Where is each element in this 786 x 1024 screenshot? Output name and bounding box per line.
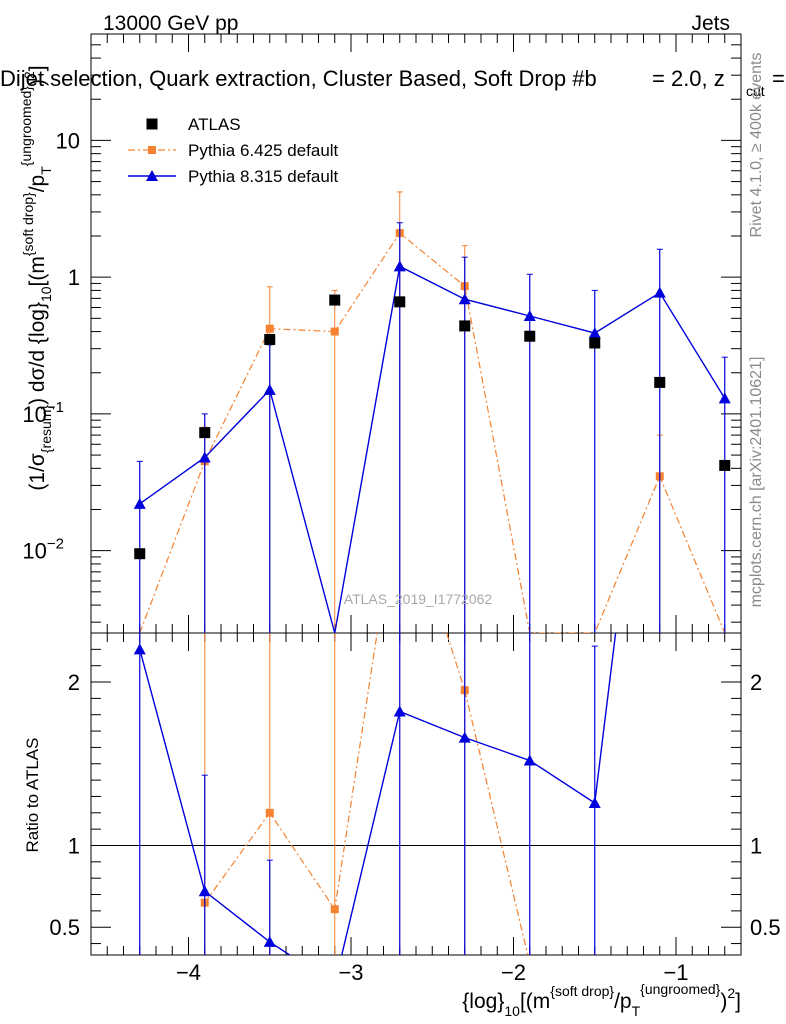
atlas-point [329, 294, 341, 306]
pythia8-ratio-point [458, 731, 471, 743]
x-tick-label: −2 [501, 960, 526, 985]
legend-marker-pythia8 [146, 170, 158, 181]
pythia8-ratio-point [588, 796, 601, 808]
legend-marker-atlas [146, 118, 158, 130]
plot-title: Dijet selection, Quark extraction, Clust… [0, 66, 597, 91]
legend-label-pythia6: Pythia 6.425 default [188, 141, 339, 160]
y-axis-label: (1/σ{resum}) dσ/d {log}10[(m{soft drop}/… [18, 65, 54, 490]
pythia8-point [653, 286, 666, 298]
pythia8-ratio-point [198, 885, 211, 897]
side-text-mcplots: mcplots.cern.ch [arXiv:2401.10621] [748, 357, 765, 608]
y-tick-label: 10−1 [22, 399, 64, 427]
ratio-y-axis-label: Ratio to ATLAS [23, 738, 42, 853]
atlas-point [719, 459, 731, 471]
atlas-point [589, 337, 601, 349]
atlas-point [394, 296, 406, 308]
pythia8-ratio-point [523, 754, 536, 766]
ratio-tick-label-right: 2 [750, 670, 762, 695]
plot-title-sub: cut [746, 83, 765, 99]
watermark: ATLAS_2019_I1772062 [344, 591, 493, 607]
ratio-tick-label-right: 0.5 [750, 915, 781, 940]
ratio-series-group [133, 633, 617, 955]
legend-label-pythia8: Pythia 8.315 default [188, 167, 339, 186]
ratio-tick-label-right: 1 [750, 833, 762, 858]
pythia6-point [330, 327, 339, 336]
atlas-point [199, 427, 211, 439]
pythia8-point [263, 383, 276, 395]
pythia6-ratio-line [204, 633, 529, 955]
ratio-tick-label: 0.5 [49, 915, 80, 940]
pythia6-ratio-point [265, 808, 274, 817]
plot-title-suffix: = 2.0, z [652, 66, 725, 91]
legend-marker-pythia6 [148, 146, 156, 154]
ratio-tick-label: 1 [68, 833, 80, 858]
pythia8-point [393, 260, 406, 272]
pythia8-point [133, 497, 146, 509]
pythia8-ratio-point [133, 643, 146, 655]
pythia6-line [139, 232, 726, 633]
plot-title-tail: = [772, 66, 785, 91]
atlas-point [654, 376, 666, 388]
header-left: 13000 GeV pp [103, 12, 238, 35]
atlas-point [524, 330, 536, 342]
atlas-point [459, 320, 471, 332]
legend-label-atlas: ATLAS [188, 115, 241, 134]
y-tick-label: 10 [56, 128, 80, 153]
pythia8-point [458, 293, 471, 305]
pythia8-point [718, 392, 731, 404]
pythia8-point [198, 451, 211, 463]
y-tick-label: 10−2 [22, 536, 64, 564]
x-tick-label: −1 [663, 960, 688, 985]
pythia8-point [588, 327, 601, 339]
pythia8-ratio-line [139, 633, 617, 955]
pythia8-point [523, 310, 536, 322]
main-series-group [133, 191, 731, 633]
x-tick-label: −4 [176, 960, 201, 985]
pythia8-line [139, 265, 726, 633]
pythia8-ratio-point [263, 935, 276, 947]
pythia6-point [265, 324, 274, 333]
pythia8-ratio-point [393, 705, 406, 717]
ratio-tick-label: 2 [68, 670, 80, 695]
pythia6-ratio-point [330, 905, 339, 914]
x-tick-label: −3 [338, 960, 363, 985]
atlas-point [264, 334, 276, 346]
header-right: Jets [691, 12, 730, 35]
ratio-plot-frame [90, 632, 742, 956]
side-text-rivet: Rivet 4.1.0, ≥ 400k events [748, 53, 765, 238]
y-tick-label: 1 [68, 265, 80, 290]
x-axis-label: {log}10[(m{soft drop}/pT{ungroomed})2] [462, 981, 741, 1019]
atlas-point [134, 548, 146, 560]
